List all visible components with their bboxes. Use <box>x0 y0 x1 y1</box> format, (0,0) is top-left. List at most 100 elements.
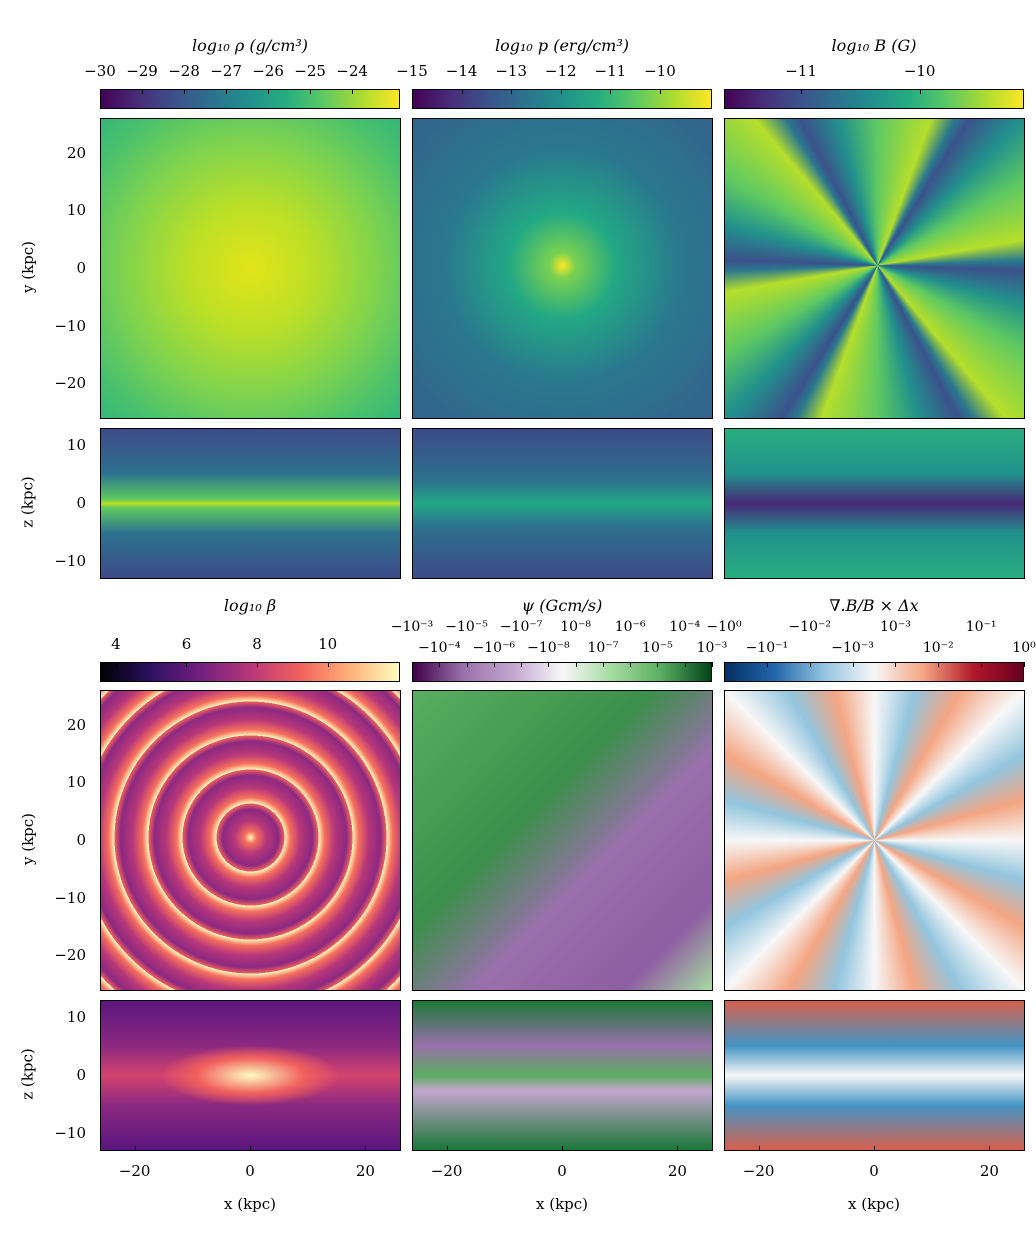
x-tick <box>874 1146 875 1151</box>
xz-slice-map <box>724 428 1025 579</box>
colorbar-tick <box>809 662 811 667</box>
colorbar-tick <box>602 662 604 667</box>
colorbar-tick <box>327 662 329 667</box>
colorbar-tick-label: 6 <box>181 635 192 653</box>
colorbar-tick <box>766 662 768 667</box>
x-tick <box>250 1146 251 1151</box>
colorbar-tick <box>115 662 117 667</box>
colorbar-tick <box>981 662 983 667</box>
z-tick-label: 10 <box>66 1008 86 1027</box>
z-tick-label: 0 <box>76 1066 86 1084</box>
colorbar-tick <box>184 89 186 94</box>
colorbar-tick <box>938 662 940 667</box>
colorbar-tick-label: −10⁻¹ <box>745 640 789 656</box>
colorbar-tick-label: 10⁻⁸ <box>560 619 592 635</box>
colorbar-tick-label: 10⁰ <box>1012 640 1036 656</box>
colorbar <box>724 662 1024 682</box>
x-tick <box>677 1146 679 1151</box>
colorbar-tick-label: 10⁻⁶ <box>614 619 646 635</box>
colorbar-title: ψ (Gcm/s) <box>521 596 603 615</box>
colorbar-tick <box>724 662 725 667</box>
x-tick <box>446 1146 448 1151</box>
colorbar-tick <box>268 89 270 94</box>
colorbar-tick <box>852 662 854 667</box>
xy-slice-map <box>724 690 1025 991</box>
colorbar-tick <box>548 662 550 667</box>
xz-slice-map <box>412 428 713 579</box>
x-tick-label: 20 <box>979 1162 999 1180</box>
colorbar <box>412 89 712 109</box>
z-tick-label: 0 <box>76 494 86 512</box>
colorbar-tick-label: 10⁻³ <box>696 640 728 656</box>
colorbar-tick <box>895 662 897 667</box>
colorbar <box>412 662 712 682</box>
colorbar-tick-label: −29 <box>126 62 158 80</box>
colorbar-tick-label: −30 <box>84 62 116 80</box>
x-tick <box>365 1146 367 1151</box>
colorbar-tick-label: −10 <box>903 62 936 80</box>
xy-slice-map <box>100 690 401 991</box>
x-axis-label: x (kpc) <box>535 1195 589 1213</box>
colorbar-tick-label: 4 <box>111 635 121 653</box>
colorbar-tick <box>610 89 612 94</box>
colorbar-tick <box>657 662 659 667</box>
z-tick-label: −10 <box>54 551 86 570</box>
colorbar-tick-label: −10⁻⁴ <box>417 640 461 656</box>
colorbar-tick <box>511 89 513 94</box>
colorbar-tick <box>461 89 463 94</box>
colorbar-tick <box>521 662 523 667</box>
colorbar-tick <box>439 662 441 667</box>
colorbar-tick <box>466 662 468 667</box>
x-tick-label: −20 <box>430 1162 463 1180</box>
colorbar-tick <box>801 89 803 94</box>
colorbar-title: log₁₀ β <box>223 596 277 615</box>
xz-slice-map <box>412 1000 713 1151</box>
colorbar-title: log₁₀ B (G) <box>831 36 917 55</box>
y-tick-label: −10 <box>54 316 86 335</box>
colorbar-tick <box>142 89 144 94</box>
colorbar <box>100 89 400 109</box>
colorbar-tick-label: 10⁻² <box>922 640 954 656</box>
y-tick-label: −10 <box>54 888 86 907</box>
xy-slice-map <box>412 690 713 991</box>
x-tick-label: −20 <box>742 1162 775 1180</box>
colorbar-tick <box>310 89 312 94</box>
y-tick-label: 20 <box>66 143 86 162</box>
colorbar-tick-label: −10⁻⁵ <box>445 619 488 635</box>
xz-slice-map <box>100 1000 401 1151</box>
x-tick-label: 0 <box>869 1162 879 1180</box>
x-axis-label: x (kpc) <box>223 1195 277 1213</box>
colorbar-tick-label: −15 <box>396 62 428 80</box>
colorbar-tick <box>493 662 495 667</box>
colorbar-tick <box>412 662 413 667</box>
colorbar-tick-label: −12 <box>544 62 577 80</box>
colorbar <box>100 662 400 682</box>
colorbar-tick-label: −10⁰ <box>706 619 742 635</box>
colorbar-tick <box>659 89 661 94</box>
xy-slice-map <box>724 118 1025 419</box>
colorbar-title: log₁₀ p (erg/cm³) <box>494 36 629 55</box>
xz-slice-map <box>724 1000 1025 1151</box>
y-tick-label: −20 <box>54 374 86 393</box>
colorbar-title: log₁₀ ρ (g/cm³) <box>191 36 309 55</box>
y-tick-label: −20 <box>54 946 86 965</box>
colorbar-tick-label: 10⁻¹ <box>965 619 997 635</box>
colorbar-tick-label: 10 <box>318 635 338 653</box>
colorbar-tick <box>684 662 686 667</box>
colorbar-tick-label: −10⁻⁸ <box>527 640 570 656</box>
colorbar-tick-label: 10⁻³ <box>880 619 911 635</box>
xz-slice-map <box>100 428 401 579</box>
z-axis-label: z (kpc) <box>18 1048 37 1100</box>
y-tick-label: 20 <box>66 715 86 734</box>
colorbar-tick <box>575 662 577 667</box>
colorbar <box>724 89 1024 109</box>
y-tick-label: 10 <box>66 201 86 220</box>
z-axis-label: z (kpc) <box>18 476 37 528</box>
y-axis-label: y (kpc) <box>19 812 38 866</box>
colorbar-tick <box>919 89 921 94</box>
x-tick <box>989 1146 991 1151</box>
z-tick-label: 10 <box>66 436 86 455</box>
colorbar-tick <box>257 662 259 667</box>
x-tick-label: 20 <box>355 1162 375 1180</box>
